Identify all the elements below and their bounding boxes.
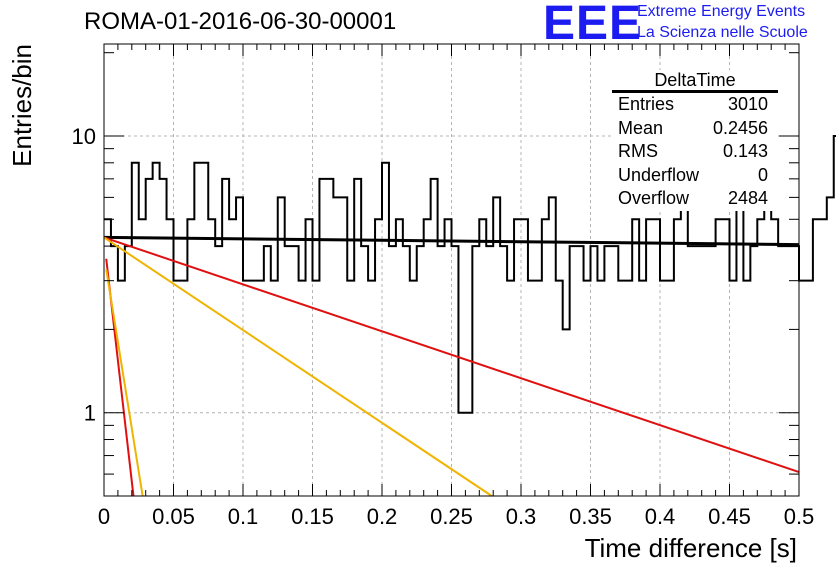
histogram-layer — [104, 134, 836, 414]
stats-value: 0.2456 — [712, 117, 768, 138]
stats-row-underflow: Underflow 0 — [612, 164, 778, 188]
fit-line-black-0 — [103, 235, 800, 247]
x-tick-label: 0.5 — [784, 504, 815, 529]
stats-row-entries: Entries 3010 — [612, 93, 778, 117]
tick-labels-layer: 0 0.05 0.1 0.15 0.2 0.25 0.3 0.35 0.4 0.45 0.5 1 10 — [72, 124, 815, 529]
stats-title: DeltaTime — [612, 70, 778, 93]
eee-logo-line-2: La Scienza nelle Scuole — [637, 24, 808, 41]
fit-line-yellow-4 — [105, 269, 144, 497]
x-tick-label: 0.2 — [367, 504, 398, 529]
x-tick-label: 0.1 — [228, 504, 259, 529]
stats-key: RMS — [618, 141, 658, 161]
histogram-step-line — [104, 134, 836, 414]
x-tick-label: 0.35 — [569, 504, 612, 529]
y-tick-label: 10 — [72, 124, 96, 149]
x-tick-label: 0.45 — [708, 504, 751, 529]
stats-key: Mean — [618, 117, 664, 138]
ticks-layer — [103, 44, 800, 497]
x-tick-label: 0.4 — [645, 504, 676, 529]
stats-row-overflow: Overflow 2484 — [612, 187, 778, 211]
grid-layer — [104, 44, 799, 496]
fit-lines-layer — [103, 235, 800, 497]
x-tick-label: 0.3 — [506, 504, 537, 529]
x-tick-label: 0.25 — [430, 504, 473, 529]
stats-value: 0.143 — [722, 141, 768, 161]
stats-key: Underflow — [618, 164, 700, 185]
stats-value: 3010 — [727, 94, 768, 114]
stats-row-mean: Mean 0.2456 — [612, 117, 778, 141]
eee-logo: EEE — [543, 0, 643, 50]
stats-box: DeltaTime Entries 3010 Mean 0.2456 RMS 0… — [612, 70, 778, 211]
stats-value: 0 — [757, 164, 768, 185]
eee-logo-line-1: Extreme Energy Events — [637, 3, 806, 20]
stats-key: Overflow — [618, 188, 690, 208]
fit-line-yellow-2 — [103, 236, 493, 497]
stats-row-rms: RMS 0.143 — [612, 140, 778, 164]
x-tick-label: 0.15 — [291, 504, 334, 529]
y-tick-label: 1 — [84, 401, 96, 426]
y-axis-label: Entries/bin — [7, 44, 37, 167]
x-tick-label: 0 — [98, 504, 110, 529]
x-axis-label: Time difference [s] — [585, 533, 797, 563]
stats-value: 2484 — [727, 188, 768, 208]
stats-key: Entries — [618, 94, 675, 114]
run-title: ROMA-01-2016-06-30-00001 — [84, 8, 397, 35]
fit-line-red-1 — [103, 236, 800, 474]
x-tick-label: 0.05 — [152, 504, 195, 529]
